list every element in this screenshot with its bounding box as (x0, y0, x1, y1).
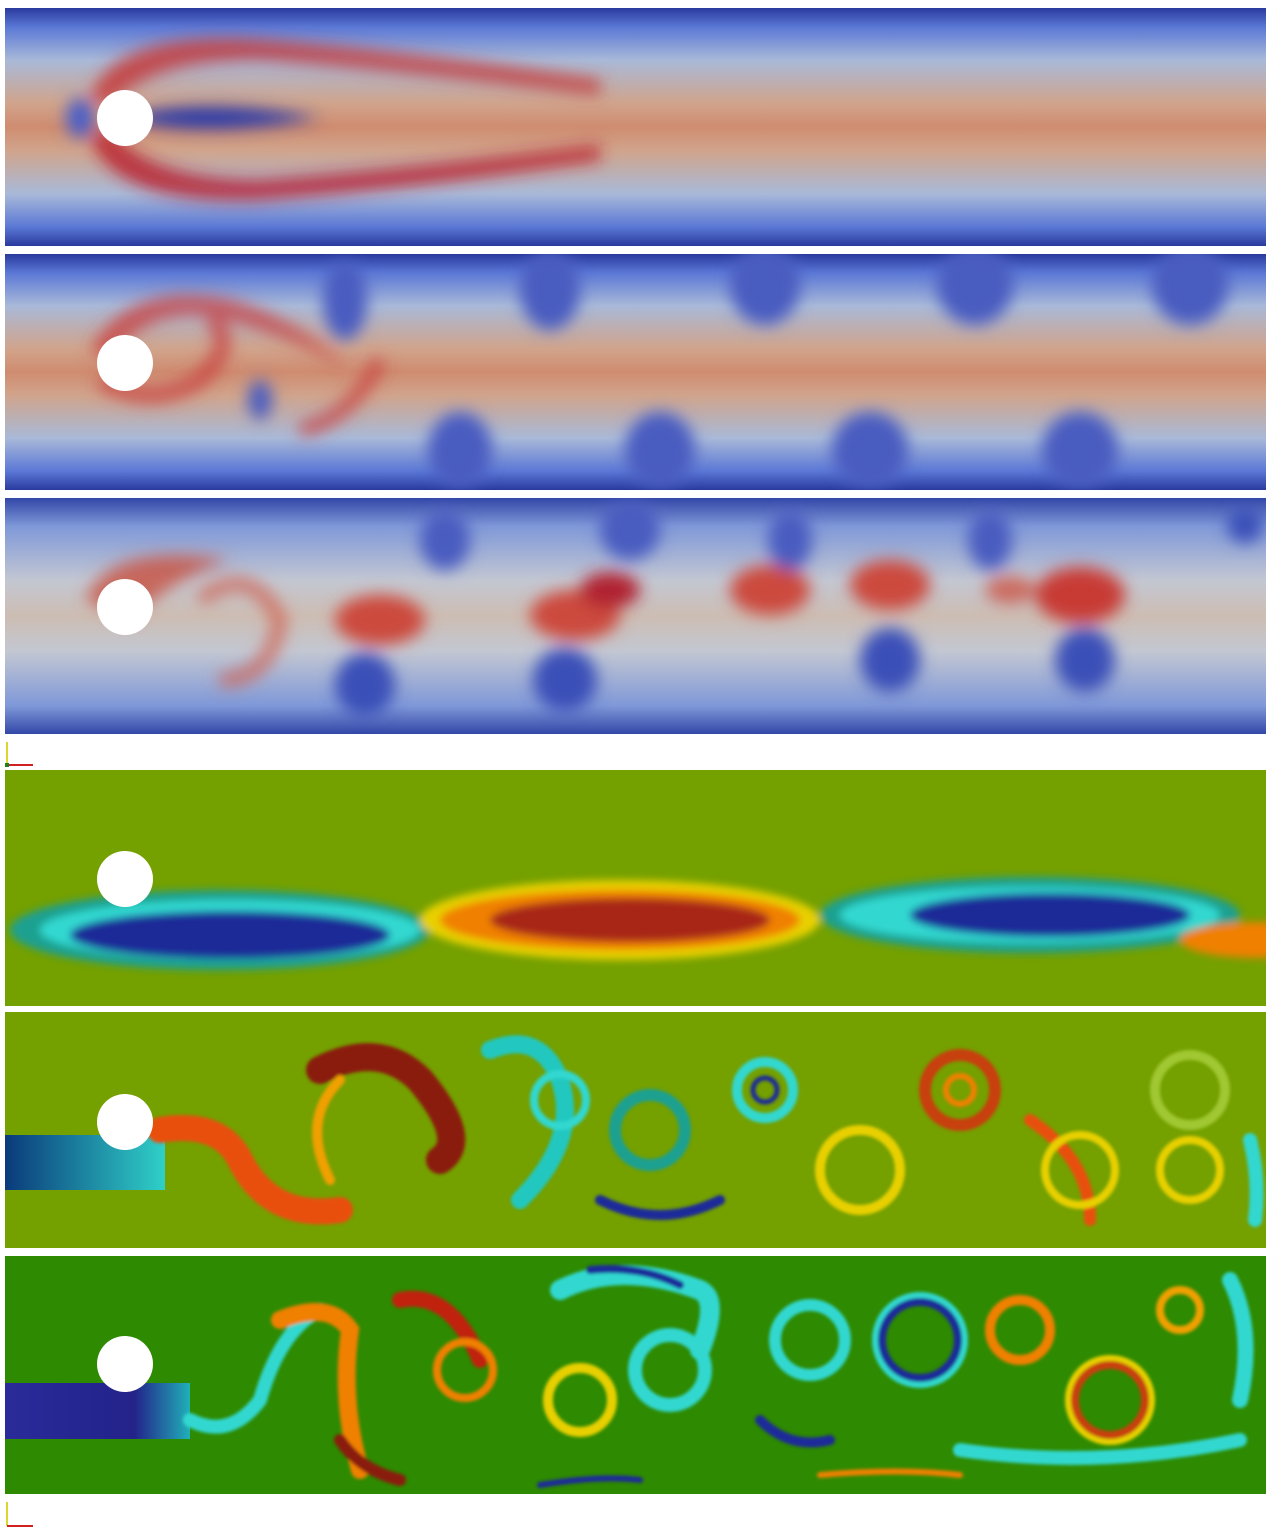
cylinder (97, 1336, 153, 1392)
inflow-jet (5, 1383, 190, 1439)
axes-glyph (5, 742, 33, 767)
velocity-panel-1 (5, 8, 1266, 246)
page (0, 0, 1266, 1531)
vorticity-panel-2 (5, 1012, 1266, 1248)
cylinder (97, 90, 153, 146)
velocity-panel-3 (5, 498, 1266, 734)
cylinder (97, 851, 153, 907)
vorticity-panel-1 (5, 770, 1266, 1006)
figure (0, 0, 1266, 1531)
cylinder (97, 335, 153, 391)
cylinder (97, 1094, 153, 1150)
vorticity-panel-3 (5, 1256, 1266, 1494)
z-axis-dot (5, 763, 9, 767)
axes-glyph (7, 1502, 33, 1526)
velocity-panel-2 (5, 245, 1266, 490)
cylinder (97, 579, 153, 635)
